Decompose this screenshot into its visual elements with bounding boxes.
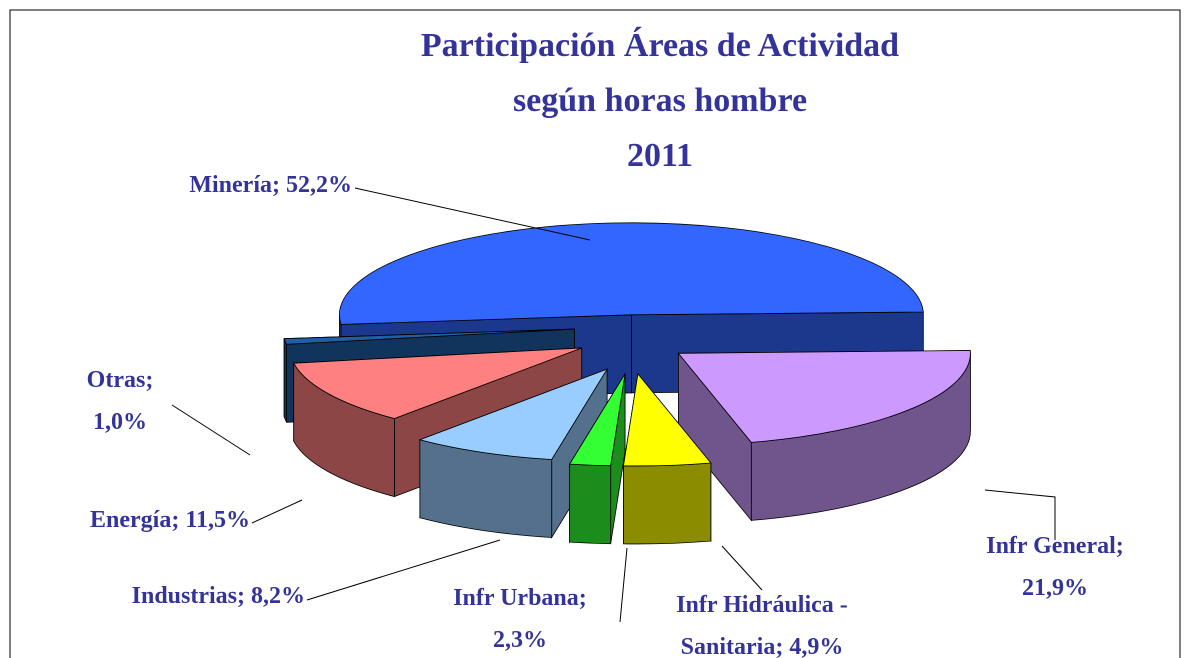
leader-line bbox=[306, 539, 501, 601]
slice-side bbox=[623, 462, 712, 545]
data-label: Infr Hidráulica - bbox=[676, 592, 848, 618]
leader-line bbox=[721, 545, 763, 591]
slice bbox=[568, 373, 626, 467]
slice bbox=[283, 328, 575, 345]
data-label: Sanitaria; 4,9% bbox=[681, 634, 844, 658]
slice-side bbox=[569, 463, 612, 545]
data-label: 1,0% bbox=[93, 409, 147, 435]
slice bbox=[339, 222, 924, 325]
slice bbox=[293, 347, 582, 419]
leader-line bbox=[171, 404, 251, 456]
chart-title: Participación Áreas de Actividad bbox=[421, 27, 899, 64]
leader-line bbox=[619, 547, 628, 623]
slice bbox=[677, 350, 971, 443]
leader-line bbox=[251, 499, 303, 524]
chart-title: según horas hombre bbox=[513, 82, 807, 119]
slice bbox=[418, 368, 609, 460]
data-label: Energía; 11,5% bbox=[90, 507, 250, 533]
data-label: Infr Urbana; bbox=[453, 585, 587, 611]
data-label: 21,9% bbox=[1022, 575, 1088, 601]
leader-line bbox=[354, 187, 591, 241]
data-label: Infr General; bbox=[986, 533, 1124, 559]
chart-title: 2011 bbox=[627, 137, 693, 174]
slice bbox=[623, 372, 712, 467]
slice-side bbox=[283, 338, 287, 423]
data-label: 2,3% bbox=[493, 627, 547, 653]
data-label: Otras; bbox=[87, 367, 154, 393]
data-label: Industrias; 8,2% bbox=[132, 583, 305, 609]
data-label: Minería; 52,2% bbox=[189, 172, 352, 198]
leader-line bbox=[984, 489, 1056, 540]
